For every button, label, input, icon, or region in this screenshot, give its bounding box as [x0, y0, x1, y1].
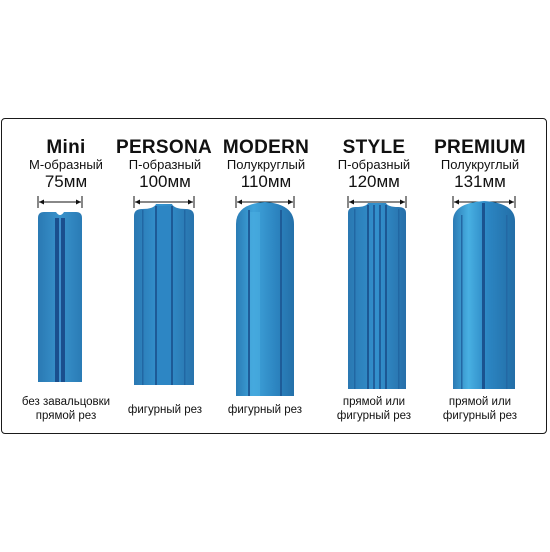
- panel-style: [348, 203, 406, 389]
- product-cut-mini-2: прямой рез: [35, 410, 97, 422]
- panel-persona: [134, 204, 194, 385]
- product-width-premium: 131мм: [454, 172, 506, 191]
- product-cut-style-2: фигурный рез: [336, 410, 412, 422]
- dimension-arrow-mini: [37, 196, 83, 208]
- product-profile-style: П-образный: [337, 157, 411, 172]
- product-width-modern: 110мм: [240, 172, 292, 191]
- panel-mini: [38, 212, 82, 382]
- product-width-mini: 75мм: [44, 172, 88, 191]
- product-width-persona: 100мм: [139, 172, 191, 191]
- product-title-premium: PREMIUM: [434, 137, 526, 158]
- product-cut-mini-1: без завальцовки: [21, 396, 111, 408]
- product-cut-modern-1: фигурный рез: [227, 404, 303, 416]
- product-profile-persona: П-образный: [128, 157, 202, 172]
- product-title-modern: MODERN: [222, 137, 310, 158]
- product-cut-persona-1: фигурный рез: [127, 404, 203, 416]
- dimension-arrow-style: [347, 196, 407, 208]
- product-title-persona: PERSONA: [115, 137, 213, 158]
- product-profile-premium: Полукруглый: [440, 157, 520, 172]
- product-cut-premium-1: прямой или: [448, 396, 512, 408]
- dimension-arrow-persona: [133, 196, 195, 208]
- product-cut-style-1: прямой или: [342, 396, 406, 408]
- product-cut-premium-2: фигурный рез: [442, 410, 518, 422]
- panel-modern: [236, 202, 294, 396]
- product-title-style: STYLE: [342, 137, 406, 158]
- product-profile-mini: М-образный: [29, 157, 103, 172]
- panel-premium: [453, 201, 515, 389]
- product-title-mini: Mini: [46, 137, 86, 158]
- product-width-style: 120мм: [348, 172, 400, 191]
- product-profile-modern: Полукруглый: [226, 157, 306, 172]
